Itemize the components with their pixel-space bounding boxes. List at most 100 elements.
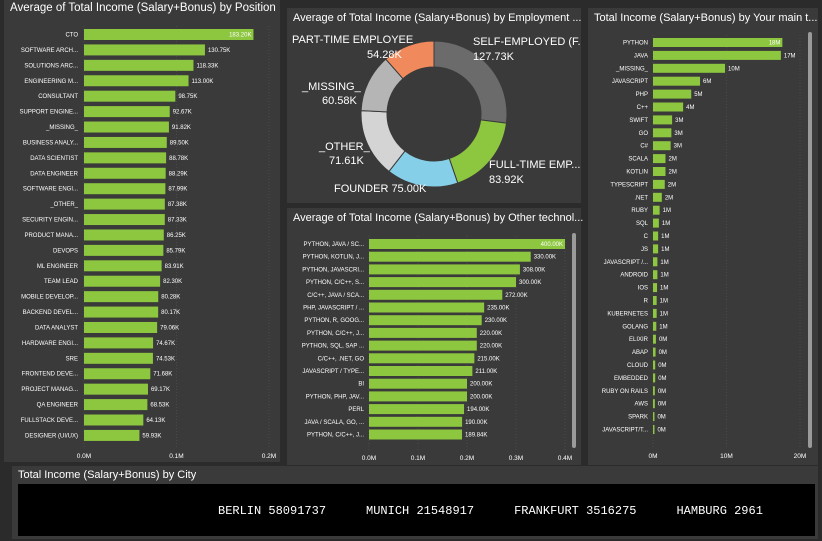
position-data-label: 83.91K	[165, 264, 184, 270]
other-tech-category-label: PYTHON, C/C++, J...	[307, 331, 364, 337]
other-tech-data-label: 200.00K	[470, 382, 492, 388]
tech-panel: Total Income (Salary+Bonus) by Your main…	[588, 8, 818, 465]
city-ticker-item: BERLIN 58091737	[218, 504, 327, 518]
tech-bar	[653, 192, 662, 202]
position-category-label: PROJECT MANAG...	[21, 387, 78, 393]
other-tech-x-tick: 0.0M	[362, 455, 376, 462]
tech-bar	[653, 102, 684, 112]
position-bar	[84, 352, 153, 364]
other-tech-data-label: 220.00K	[480, 331, 502, 337]
other-tech-scrollbar[interactable]	[572, 233, 576, 448]
position-bar	[84, 383, 148, 395]
tech-category-label: ABAP	[632, 350, 648, 356]
position-category-label: ENGINEERING M...	[24, 79, 78, 85]
other-tech-x-tick: 0.1M	[411, 455, 425, 462]
tech-data-label: 0M	[657, 428, 665, 434]
tech-bar	[653, 283, 658, 293]
position-data-label: 69.17K	[151, 387, 170, 393]
position-category-label: SOFTWARE ENGI...	[23, 187, 78, 193]
tech-category-label: JAVASCRIPT /...	[604, 260, 649, 266]
city-ticker-item: HAMBURG 2961	[676, 504, 763, 518]
tech-data-label: 1M	[660, 260, 668, 266]
tech-x-tick: 0M	[648, 453, 657, 460]
tech-data-label: 3M	[674, 131, 682, 137]
tech-bar-chart: 0M 10M 20M PYTHON 18M JAVA 17M _MISSING_ 10M JAVA…	[602, 35, 806, 460]
position-category-label: SECURITY ENGIN...	[22, 218, 78, 224]
position-bar-chart: 0.0M 0.1M 0.2M CTO 183.20K SOFTWARE ARCH... 13…	[20, 26, 276, 460]
other-tech-data-label: 230.00K	[485, 318, 507, 324]
position-category-label: CTO	[65, 33, 78, 39]
other-tech-bar	[369, 302, 485, 313]
tech-bar	[653, 141, 671, 151]
donut-label-name: _OTHER_	[318, 141, 371, 153]
position-bar	[84, 260, 162, 272]
position-category-label: FULLSTACK DEVE...	[21, 418, 79, 424]
tech-category-label: JAVASCRIPT/T...	[602, 428, 648, 434]
other-tech-bar	[369, 378, 467, 389]
position-category-label: SUPPORT ENGINE...	[20, 110, 79, 116]
position-x-tick: 0.1M	[169, 453, 183, 460]
other-tech-bar	[369, 429, 463, 440]
position-data-label: 183.20K	[229, 33, 251, 39]
tech-category-label: AWS	[635, 402, 648, 408]
donut-label-value: 83.92K	[489, 174, 525, 186]
position-data-label: 113.00K	[192, 79, 214, 85]
position-data-label: 64.13K	[146, 418, 165, 424]
other-tech-data-label: 220.00K	[480, 344, 502, 350]
other-tech-x-tick: 0.2M	[460, 455, 474, 462]
position-bar	[84, 29, 254, 40]
tech-category-label: R	[644, 299, 649, 305]
tech-data-label: 2M	[665, 195, 673, 201]
other-tech-bar	[369, 353, 475, 364]
position-bar	[84, 75, 189, 87]
employment-chart-title: Average of Total Income (Salary+Bonus) b…	[293, 12, 582, 24]
position-bar	[84, 183, 166, 195]
donut-label-founder: FOUNDER 75.00K	[334, 183, 427, 195]
tech-data-label: 1M	[661, 247, 669, 253]
position-bar	[84, 152, 167, 164]
tech-bar	[653, 399, 655, 409]
other-tech-bar	[369, 239, 565, 249]
tech-data-label: 1M	[662, 221, 670, 227]
position-data-label: 85.79K	[166, 248, 185, 254]
other-tech-category-label: JAVASCRIPT / TYPE...	[302, 369, 364, 375]
tech-data-label: 0M	[658, 376, 666, 382]
tech-data-label: 2M	[668, 157, 676, 163]
position-category-label: MOBILE DEVELOP...	[21, 295, 78, 301]
position-data-label: 80.17K	[161, 310, 180, 316]
other-tech-data-label: 330.00K	[534, 255, 556, 261]
tech-scrollbar[interactable]	[808, 32, 812, 448]
tech-data-label: 0M	[658, 389, 666, 395]
tech-bar	[653, 218, 659, 228]
other-tech-data-label: 235.00K	[487, 306, 509, 312]
tech-category-label: SWIFT	[629, 118, 648, 124]
tech-x-tick: 10M	[720, 453, 733, 460]
donut-label-name: SELF-EMPLOYED (F...	[473, 36, 581, 48]
position-category-label: SRE	[66, 356, 78, 362]
position-category-label: DATA ANALYST	[35, 325, 78, 331]
position-category-label: _MISSING_	[45, 125, 79, 131]
tech-data-label: 2M	[668, 182, 676, 188]
position-category-label: SOLUTIONS ARC...	[24, 63, 78, 69]
position-data-label: 87.33K	[168, 218, 187, 224]
other-tech-category-label: PYTHON, JAVA / SC...	[304, 242, 365, 248]
tech-data-label: 17M	[784, 53, 796, 59]
position-category-label: FRONTEND DEVE...	[22, 372, 79, 378]
tech-bar	[653, 63, 726, 73]
employment-donut-chart: PART-TIME EMPLOYEE 54.28K SELF-EMPLOYED (F…	[292, 34, 581, 195]
tech-category-label: C	[644, 234, 649, 240]
tech-bar	[653, 128, 672, 138]
tech-category-label: GO	[639, 131, 649, 137]
tech-data-label: 0M	[659, 337, 667, 343]
other-tech-category-label: PYTHON, PHP, JAV...	[306, 394, 365, 400]
position-data-label: 82.30K	[163, 279, 182, 285]
tech-category-label: SCALA	[628, 157, 648, 163]
position-bar	[84, 90, 176, 102]
tech-data-label: 0M	[657, 415, 665, 421]
other-tech-x-tick: 0.3M	[509, 455, 523, 462]
other-tech-bar	[369, 277, 516, 288]
position-category-label: DEVOPS	[53, 248, 78, 254]
position-category-label: TEAM LEAD	[44, 279, 79, 285]
tech-category-label: SPARK	[628, 415, 648, 421]
position-category-label: HARDWARE ENGI...	[22, 341, 78, 347]
